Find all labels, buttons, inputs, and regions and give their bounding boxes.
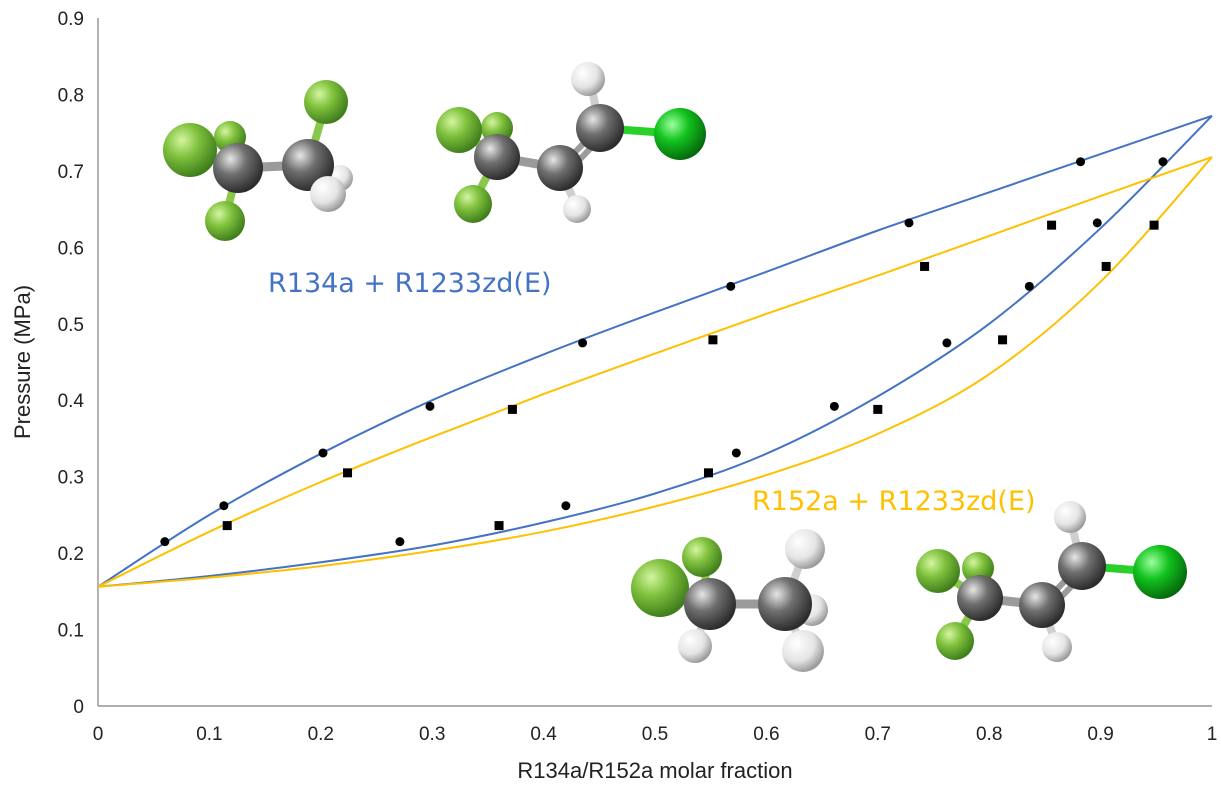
x-axis-title: R134a/R152a molar fraction: [517, 758, 792, 783]
data-point-circle: [425, 401, 435, 411]
y-tick-label: 0: [73, 697, 84, 718]
point-layer: [160, 157, 1168, 547]
y-tick-label: 0.9: [58, 9, 84, 30]
data-point-circle: [1076, 157, 1086, 167]
series-label-r152a: R152a + R1233zd(E): [752, 486, 1036, 517]
y-tick-label: 0.7: [58, 162, 84, 183]
data-point-circle: [829, 401, 839, 411]
data-point-square: [1149, 220, 1159, 230]
data-point-circle: [731, 448, 741, 458]
data-point-square: [873, 404, 883, 414]
data-point-square: [507, 404, 517, 414]
x-tick-labels: 0 0.1 0.2 0.3 0.4 0.5 0.6 0.7 0.8 0.9 1: [93, 724, 1218, 745]
data-point-circle: [395, 537, 405, 547]
x-tick-label: 0.2: [308, 724, 334, 745]
x-tick-label: 0.3: [419, 724, 445, 745]
data-point-square: [920, 261, 930, 271]
data-point-square: [343, 468, 353, 478]
molecule-r134a-icon: [163, 80, 353, 241]
molecule-r1233zd-top-icon: [436, 62, 706, 223]
molecule-r152a-icon: [631, 529, 828, 672]
data-point-circle: [1024, 281, 1034, 291]
data-point-circle: [904, 218, 914, 228]
series-1-dew-curve: [97, 156, 1213, 588]
data-point-circle: [160, 537, 170, 547]
series-0-dew-curve: [97, 115, 1213, 588]
data-point-circle: [318, 448, 328, 458]
data-point-square: [708, 335, 718, 345]
y-tick-label: 0.1: [58, 621, 84, 642]
y-tick-label: 0.4: [58, 391, 85, 412]
series-label-r134a: R134a + R1233zd(E): [268, 268, 552, 299]
x-tick-label: 0.8: [976, 724, 1002, 745]
y-tick-labels: 0 0.1 0.2 0.3 0.4 0.5 0.6 0.7 0.8 0.9: [58, 9, 85, 718]
x-tick-label: 1: [1207, 724, 1218, 745]
x-tick-label: 0.6: [753, 724, 779, 745]
data-point-square: [998, 335, 1008, 345]
data-point-circle: [561, 501, 571, 511]
data-point-square: [1101, 261, 1111, 271]
data-point-circle: [726, 281, 736, 291]
x-tick-label: 0.7: [865, 724, 891, 745]
data-point-square: [1047, 220, 1057, 230]
data-point-square: [222, 521, 232, 531]
y-axis-title: Pressure (MPa): [10, 285, 35, 439]
data-point-square: [703, 468, 713, 478]
x-tick-label: 0.9: [1087, 724, 1113, 745]
data-point-circle: [1158, 157, 1168, 167]
curve-layer: [97, 114, 1213, 588]
data-point-circle: [219, 501, 229, 511]
data-point-circle: [578, 338, 588, 348]
x-tick-label: 0: [93, 724, 104, 745]
x-tick-label: 0.4: [530, 724, 557, 745]
x-tick-label: 0.5: [642, 724, 668, 745]
y-tick-label: 0.5: [58, 315, 84, 336]
data-point-circle: [942, 338, 952, 348]
series-1-bubble-curve: [97, 156, 1213, 588]
axes: 0 0.1 0.2 0.3 0.4 0.5 0.6 0.7 0.8 0.9 1 0 0.1 0.2 0.3…: [58, 9, 1218, 745]
y-tick-label: 0.6: [58, 238, 84, 259]
y-tick-label: 0.2: [58, 544, 84, 565]
data-point-circle: [1092, 218, 1102, 228]
y-tick-label: 0.8: [58, 85, 84, 106]
series-0-bubble-curve: [97, 114, 1213, 588]
y-tick-label: 0.3: [58, 468, 84, 489]
molecule-r1233zd-bottom-icon: [916, 501, 1187, 662]
x-tick-label: 0.1: [196, 724, 222, 745]
data-point-square: [494, 521, 504, 531]
